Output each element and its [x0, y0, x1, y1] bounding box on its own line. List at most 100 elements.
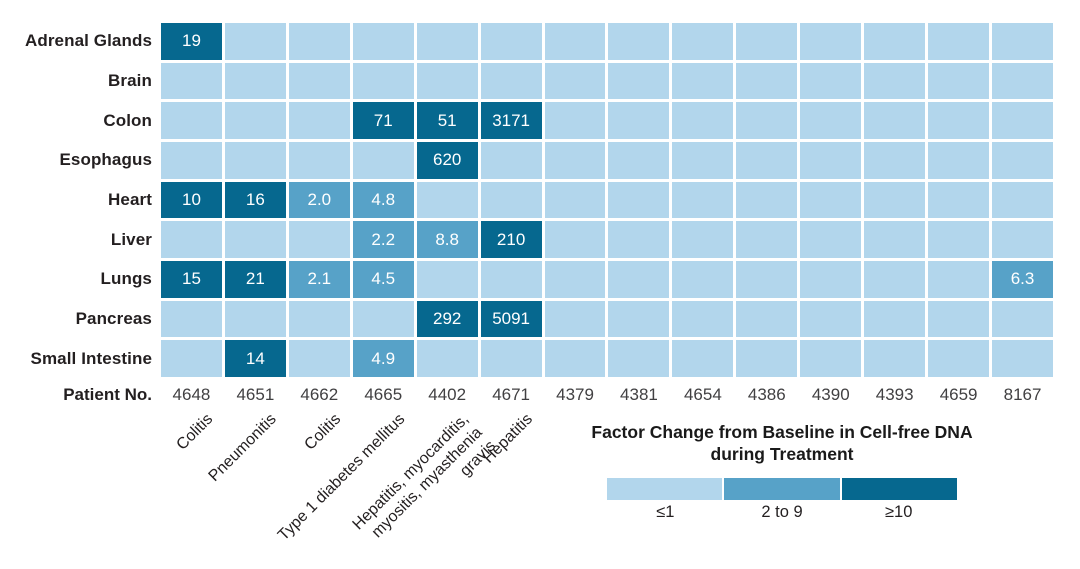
row-label: Esophagus [59, 150, 152, 170]
patient-number: 4390 [811, 385, 850, 404]
heatmap-cell: 3171 [480, 102, 542, 139]
heatmap-cell: 21 [224, 261, 286, 298]
heatmap-cell [672, 62, 734, 100]
heatmap-cell [480, 142, 542, 179]
heatmap-cell [736, 300, 798, 338]
diagnosis-label: Colitis [301, 410, 345, 454]
heatmap-cell [608, 23, 670, 60]
heatmap-cell [800, 23, 862, 60]
heatmap-cell [672, 261, 734, 298]
patient-number: 4648 [172, 385, 211, 404]
heatmap-cell [480, 62, 542, 100]
heatmap-cell: 51 [416, 102, 478, 139]
heatmap-cell: 2.2 [352, 221, 414, 258]
heatmap-cell [800, 102, 862, 139]
heatmap-cell [352, 23, 414, 60]
heatmap-cell [544, 340, 606, 377]
patient-number: 4671 [492, 385, 531, 404]
patient-number: 4654 [683, 385, 722, 404]
heatmap-cell [992, 102, 1053, 139]
heatmap-cell [992, 340, 1053, 377]
legend-range-labels: ≤1 2 to 9 ≥10 [607, 503, 957, 522]
heatmap-cell [672, 221, 734, 258]
heatmap-cell [608, 340, 670, 377]
heatmap-cell [608, 181, 670, 219]
heatmap-cell [672, 340, 734, 377]
heatmap-cell: 8.8 [416, 221, 478, 258]
heatmap-cell: 14 [224, 340, 286, 377]
heatmap-cell: 4.9 [352, 340, 414, 377]
heatmap-cell [928, 340, 990, 377]
heatmap-cell [161, 62, 222, 100]
heatmap-cell [864, 142, 926, 179]
heatmap-cell [672, 181, 734, 219]
patient-number: 4665 [364, 385, 403, 404]
heatmap-cell [928, 300, 990, 338]
heatmap-grid: 19 71 51 3171 620 10 16 2.0 4.8 2.2 8.8 210 15 21 2.1 4… [161, 23, 1053, 377]
heatmap-cell [544, 142, 606, 179]
patient-number: 4402 [428, 385, 467, 404]
heatmap-cell [992, 221, 1053, 258]
row-label: Adrenal Glands [24, 31, 152, 51]
heatmap-cell [161, 221, 222, 258]
heatmap-cell [736, 261, 798, 298]
heatmap-cell: 15 [161, 261, 222, 298]
heatmap-cell [352, 142, 414, 179]
heatmap-cell [288, 23, 350, 60]
heatmap-cell [736, 23, 798, 60]
heatmap-cell [224, 102, 286, 139]
heatmap-cell [864, 300, 926, 338]
heatmap-cell [736, 181, 798, 219]
heatmap-cell [416, 62, 478, 100]
heatmap-cell [288, 62, 350, 100]
heatmap-cell [544, 221, 606, 258]
patient-number: 4662 [300, 385, 339, 404]
heatmap-cell [288, 300, 350, 338]
heatmap-cell [224, 142, 286, 179]
heatmap-cell [608, 261, 670, 298]
patient-number: 4651 [236, 385, 275, 404]
row-label: Colon [103, 110, 152, 130]
heatmap-cell [800, 62, 862, 100]
heatmap-cell [480, 261, 542, 298]
heatmap-cell [928, 23, 990, 60]
organ-row-labels: Adrenal Glands Brain Colon Esophagus Heart Li… [0, 23, 152, 377]
legend-swatch [841, 478, 957, 500]
heatmap-cell [352, 300, 414, 338]
heatmap-cell [928, 102, 990, 139]
legend-swatch [724, 478, 840, 500]
heatmap-cell [928, 62, 990, 100]
legend-label: ≥10 [884, 503, 913, 521]
heatmap-cell [672, 102, 734, 139]
heatmap-cell [992, 181, 1053, 219]
heatmap-cell [416, 181, 478, 219]
heatmap-cell [800, 340, 862, 377]
heatmap-cell [288, 340, 350, 377]
heatmap-cell [352, 62, 414, 100]
heatmap-cell [224, 62, 286, 100]
heatmap-cell [992, 142, 1053, 179]
heatmap-cell [416, 261, 478, 298]
heatmap-cell [480, 23, 542, 60]
heatmap-cell [928, 142, 990, 179]
heatmap-cell [800, 221, 862, 258]
heatmap-cell [864, 62, 926, 100]
heatmap-cell [544, 261, 606, 298]
heatmap-cell [928, 221, 990, 258]
heatmap-cell [161, 142, 222, 179]
heatmap-cell [416, 23, 478, 60]
heatmap-cell [416, 340, 478, 377]
patient-number: 4386 [747, 385, 786, 404]
patient-number: 4381 [620, 385, 658, 404]
heatmap-cell [672, 300, 734, 338]
heatmap-cell [864, 221, 926, 258]
heatmap-cell: 19 [161, 23, 222, 60]
row-label: Pancreas [75, 308, 152, 328]
heatmap-cell: 16 [224, 181, 286, 219]
heatmap-cell: 4.8 [352, 181, 414, 219]
legend-label: ≤1 [656, 503, 675, 521]
heatmap-cell [608, 102, 670, 139]
heatmap-cell: 210 [480, 221, 542, 258]
legend-swatch [607, 478, 723, 500]
